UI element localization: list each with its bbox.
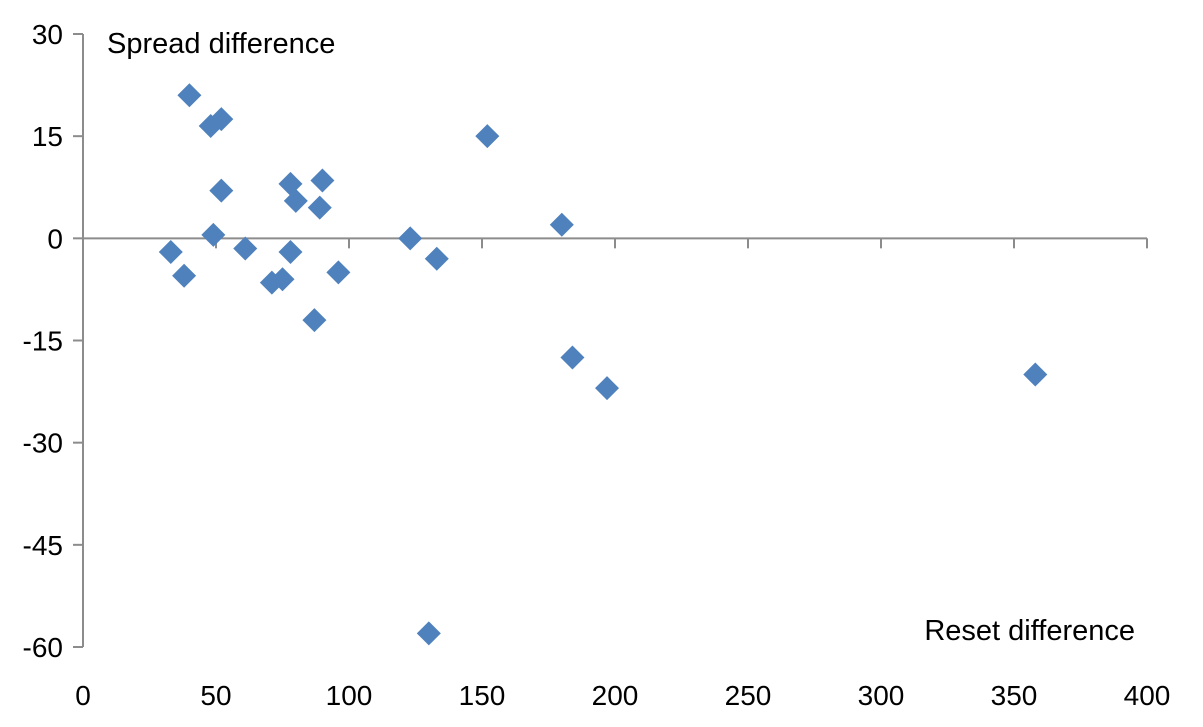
data-point-marker	[270, 267, 295, 292]
axes	[73, 33, 1148, 648]
data-point-marker	[424, 246, 449, 271]
y-tick-label: -30	[23, 428, 63, 459]
x-tick-label: 350	[991, 680, 1038, 711]
x-axis-title: Reset difference	[924, 615, 1135, 647]
x-tick-label: 50	[200, 680, 231, 711]
x-tick-label: 150	[459, 680, 506, 711]
data-point-marker	[416, 621, 441, 646]
data-point-marker	[158, 239, 183, 264]
x-tick-label: 250	[725, 680, 772, 711]
data-point-marker	[209, 107, 234, 132]
x-tick-label: 400	[1124, 680, 1171, 711]
data-point-marker	[302, 308, 327, 333]
data-point-marker	[549, 212, 574, 237]
y-axis-title: Spread difference	[107, 28, 335, 60]
y-tick-label: -45	[23, 530, 63, 561]
data-point-marker	[398, 226, 423, 251]
data-point-marker	[201, 222, 226, 247]
y-tick-label: 30	[32, 19, 63, 50]
data-point-marker	[283, 188, 308, 213]
data-point-marker	[307, 195, 332, 220]
y-tick-label: -60	[23, 632, 63, 663]
data-points	[158, 83, 1048, 646]
data-point-marker	[209, 178, 234, 203]
data-point-marker	[172, 263, 197, 288]
data-point-marker	[595, 376, 620, 401]
x-tick-label: 100	[326, 680, 373, 711]
data-point-marker	[560, 345, 585, 370]
y-tick-label: -15	[23, 326, 63, 357]
x-tick-label: 0	[75, 680, 91, 711]
x-tick-label: 300	[858, 680, 905, 711]
data-point-marker	[475, 124, 500, 149]
data-point-marker	[326, 260, 351, 285]
data-point-marker	[233, 236, 258, 261]
y-tick-label: 15	[32, 121, 63, 152]
data-point-marker	[278, 239, 303, 264]
data-point-marker	[1023, 362, 1048, 387]
data-point-marker	[177, 83, 202, 108]
x-tick-label: 200	[592, 680, 639, 711]
y-tick-label: 0	[47, 223, 63, 254]
data-point-marker	[310, 168, 335, 193]
